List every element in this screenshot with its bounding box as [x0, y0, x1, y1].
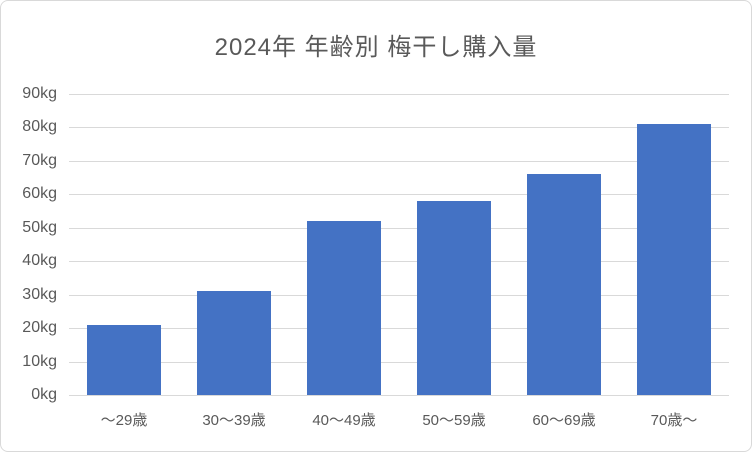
x-axis-line [69, 395, 729, 396]
chart-title: 2024年 年齢別 梅干し購入量 [214, 34, 538, 61]
plot-area [69, 94, 729, 396]
gridline [69, 160, 729, 162]
x-tick-label: 70歳～ [650, 412, 698, 429]
bar-70歳～ [637, 124, 711, 395]
x-tick-label: 40～49歳 [312, 412, 376, 429]
y-tick-label: 0kg [31, 386, 57, 403]
bar-～29歳 [87, 325, 161, 395]
bar-40～49歳 [307, 221, 381, 395]
bar-30～39歳 [197, 291, 271, 395]
y-tick-label: 60kg [22, 185, 57, 203]
gridline [69, 227, 729, 229]
y-tick-label: 30kg [22, 285, 57, 303]
gridline [69, 294, 729, 296]
x-tick-label: 60～69歳 [532, 412, 596, 429]
gridline [69, 94, 729, 95]
gridline [69, 261, 729, 263]
gridline [69, 328, 729, 330]
y-tick-label: 70kg [22, 151, 57, 169]
y-tick-label: 80kg [22, 118, 57, 136]
bar-60～69歳 [527, 174, 601, 395]
gridline [69, 127, 729, 129]
x-tick-label: 50～59歳 [422, 412, 486, 429]
y-tick-label: 10kg [22, 352, 57, 370]
y-tick-label: 40kg [22, 252, 57, 270]
x-tick-label: ～29歳 [100, 412, 148, 429]
gridline [69, 194, 729, 196]
x-axis-labels: ～29歳 30～39歳 40～49歳 50～59歳 60～69歳 70歳～ [69, 405, 729, 433]
gridline [69, 361, 729, 363]
x-tick-label: 30～39歳 [202, 412, 266, 429]
bar-50～59歳 [417, 201, 491, 395]
y-tick-label: 20kg [22, 319, 57, 337]
y-axis-labels: 0kg 10kg 20kg 30kg 40kg 50kg 60kg 70kg 80kg 90kg [1, 85, 57, 403]
y-tick-label: 50kg [22, 218, 57, 236]
y-tick-label: 90kg [22, 85, 57, 102]
